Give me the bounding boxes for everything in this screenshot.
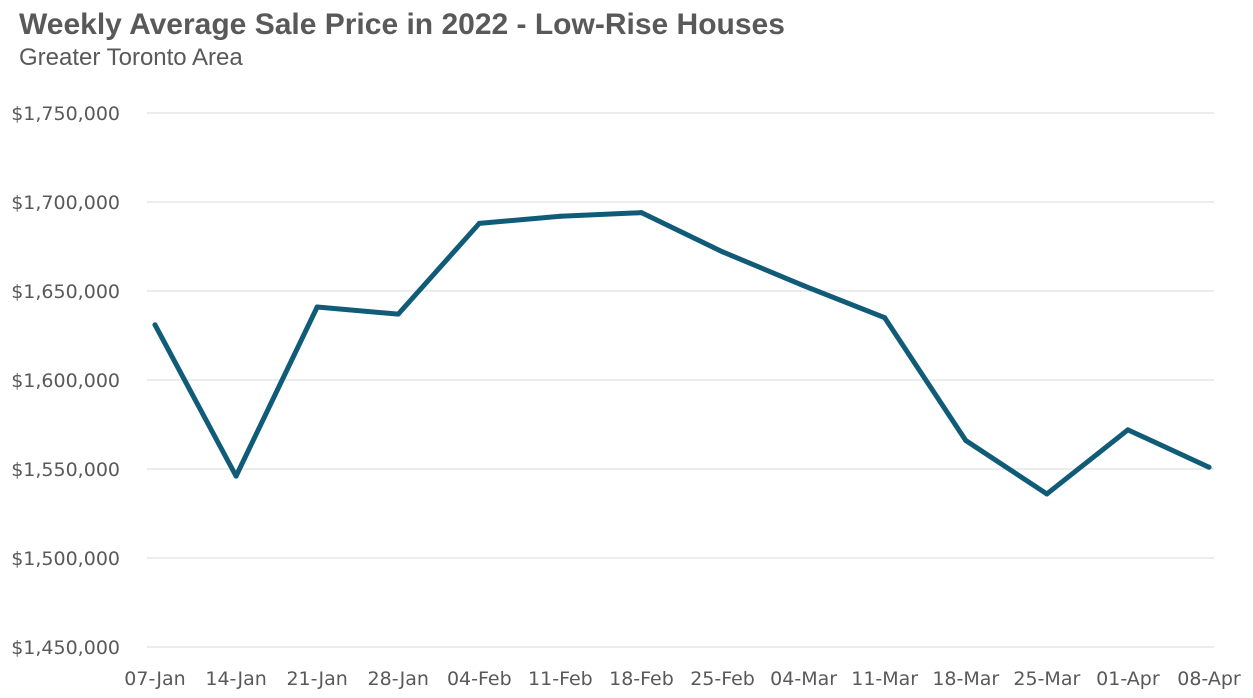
x-tick-label: 11-Mar — [851, 668, 918, 690]
y-tick-label: $1,500,000 — [11, 548, 120, 570]
x-tick-label: 01-Apr — [1096, 668, 1160, 690]
y-tick-label: $1,600,000 — [11, 370, 120, 392]
data-point — [882, 315, 888, 321]
chart-subtitle: Greater Toronto Area — [19, 44, 243, 71]
x-tick-label: 21-Jan — [286, 668, 347, 690]
data-point — [152, 322, 158, 328]
x-tick-label: 25-Mar — [1013, 668, 1080, 690]
x-axis-tick-labels: 07-Jan 14-Jan 21-Jan 28-Jan 04-Feb 11-Feb 18-F… — [124, 668, 1241, 690]
data-point — [1125, 427, 1131, 433]
data-point — [801, 283, 807, 289]
y-tick-label: $1,450,000 — [11, 637, 120, 659]
data-point — [557, 213, 563, 219]
chart-title: Weekly Average Sale Price in 2022 - Low-… — [19, 8, 785, 41]
x-tick-label: 18-Mar — [932, 668, 999, 690]
data-point — [1206, 464, 1212, 470]
series-line — [152, 210, 1212, 497]
x-tick-label: 07-Jan — [124, 668, 185, 690]
x-tick-label: 18-Feb — [609, 668, 674, 690]
x-tick-label: 11-Feb — [528, 668, 593, 690]
y-tick-label: $1,650,000 — [11, 281, 120, 303]
data-point — [476, 220, 482, 226]
x-tick-label: 04-Feb — [447, 668, 512, 690]
y-tick-label: $1,750,000 — [11, 103, 120, 125]
data-point — [395, 311, 401, 317]
data-point — [638, 210, 644, 216]
x-tick-label: 25-Feb — [690, 668, 755, 690]
x-tick-label: 14-Jan — [205, 668, 266, 690]
gridlines — [147, 112, 1214, 648]
data-point — [314, 304, 320, 310]
x-tick-label: 04-Mar — [770, 668, 837, 690]
x-tick-label: 08-Apr — [1177, 668, 1241, 690]
data-point — [233, 473, 239, 479]
data-point — [720, 249, 726, 255]
x-tick-label: 28-Jan — [368, 668, 429, 690]
y-axis-tick-labels: $1,450,000 $1,500,000 $1,550,000 $1,600,000… — [11, 103, 120, 659]
series-layer — [152, 210, 1212, 497]
y-tick-label: $1,700,000 — [11, 192, 120, 214]
data-point — [1044, 491, 1050, 497]
data-point — [963, 438, 969, 444]
y-tick-label: $1,550,000 — [11, 459, 120, 481]
